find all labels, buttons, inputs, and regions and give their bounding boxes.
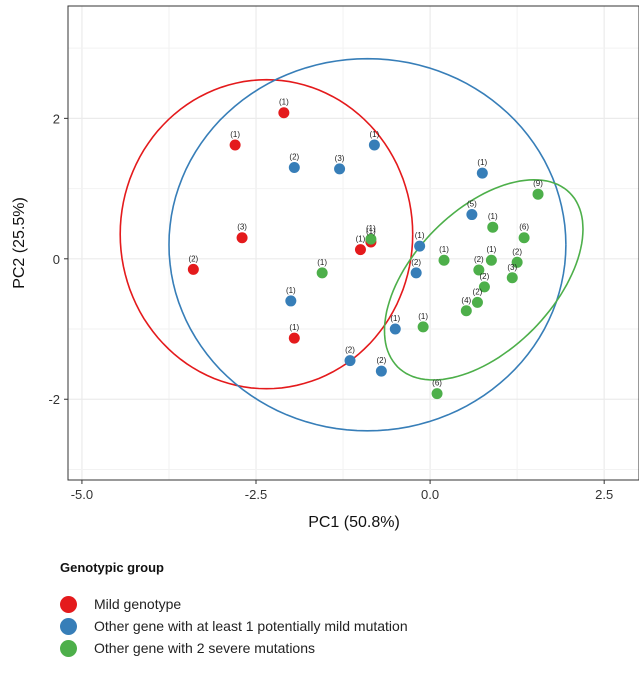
data-point-series-0 [288,332,300,344]
data-point-series-2 [473,264,485,276]
data-point-series-0 [187,263,199,275]
data-points [187,107,544,400]
data-point-count-label: (1) [286,286,296,295]
pca-scatter-chart: (1)(1)(3)(2)(1)(1)(1)(1)(2) (3)(1)(2)(1)(… [11,5,639,531]
data-point-series-0 [236,232,248,244]
data-point-count-label: (1) [415,231,425,240]
point-labels: (1)(1)(3)(2)(1)(1)(1)(1)(2) (3)(1)(2)(1)(… [188,98,543,388]
data-point-count-label: (1) [439,245,449,254]
data-point-count-label: (6) [519,223,529,232]
data-point-series-2 [460,305,472,317]
y-axis-title: PC2 (25.5%) [11,197,28,289]
data-point-count-label: (5) [467,200,477,209]
data-point-series-2 [431,388,443,400]
data-point-count-label: (1) [488,212,498,221]
x-axis-title: PC1 (50.8%) [308,514,400,531]
legend-label: Mild genotype [94,596,182,612]
data-point-count-label: (2) [289,153,299,162]
data-point-count-label: (1) [418,312,428,321]
data-point-count-label: (2) [512,247,522,256]
data-point-count-label: (1) [477,158,487,167]
data-point-count-label: (1) [486,245,496,254]
data-point-series-2 [506,272,518,284]
data-point-count-label: (2) [376,356,386,365]
data-point-series-1 [375,365,387,377]
data-point-series-2 [532,188,544,200]
legend-label: Other gene with at least 1 potentially m… [94,618,408,634]
data-point-series-2 [471,296,483,308]
x-tick-label: 0.0 [421,487,439,502]
plot-panel [68,6,639,480]
data-point-series-1 [288,162,300,174]
data-point-count-label: (1) [317,258,327,267]
data-point-series-0 [278,107,290,119]
data-point-count-label: (1) [289,323,299,332]
data-point-count-label: (1) [230,130,240,139]
legend-title: Genotypic group [60,560,164,575]
ellipse-e41a1c [119,78,414,390]
data-point-series-2 [487,221,499,233]
legend-item-severe-mutations: Other gene with 2 severe mutations [60,637,408,659]
data-point-count-label: (9) [533,179,543,188]
data-point-count-label: (2) [345,346,355,355]
data-point-count-label: (1) [390,314,400,323]
data-point-series-2 [365,233,377,245]
legend-swatch [60,617,77,635]
axis-ticks: -5.0 -2.5 0.0 2.5 -2 0 2 [48,111,613,502]
ellipse-377eb8 [168,57,567,432]
data-point-count-label: (6) [432,379,442,388]
data-point-count-label: (1) [366,224,376,233]
x-tick-label: -5.0 [71,487,93,502]
data-point-count-label: (1) [369,130,379,139]
data-point-series-2 [478,281,490,293]
data-point-count-label: (3) [237,223,247,232]
y-tick-label: 0 [53,252,60,267]
data-point-count-label: (2) [474,255,484,264]
data-point-series-1 [334,163,346,175]
data-point-count-label: (2) [188,254,198,263]
data-point-series-1 [285,295,297,307]
ellipse-4daf4a [383,178,584,381]
y-tick-label: 2 [53,111,60,126]
data-point-series-2 [316,267,328,279]
data-point-count-label: (3) [335,154,345,163]
data-point-count-label: (2) [480,272,490,281]
data-point-count-label: (1) [356,235,366,244]
legend: Genotypic group Mild genotype Other gene… [60,560,408,659]
data-point-series-1 [410,267,422,279]
data-point-series-2 [438,254,450,266]
data-point-series-1 [414,240,426,252]
x-tick-label: 2.5 [595,487,613,502]
data-point-count-label: (2) [473,287,483,296]
data-point-series-0 [354,244,366,256]
data-point-count-label: (3) [507,263,517,272]
legend-swatch [60,595,77,613]
x-tick-label: -2.5 [245,487,267,502]
legend-item-mild-genotype: Mild genotype [60,593,408,615]
data-point-series-0 [229,139,241,151]
data-point-series-2 [485,254,497,266]
legend-label: Other gene with 2 severe mutations [94,640,316,656]
plot-border [67,5,639,481]
legend-item-potentially-mild: Other gene with at least 1 potentially m… [60,615,408,637]
grid [68,6,639,480]
data-point-count-label: (1) [279,98,289,107]
data-point-series-1 [466,209,478,221]
y-tick-label: -2 [48,392,60,407]
legend-swatch [60,639,77,657]
data-point-series-1 [368,139,380,151]
data-point-series-2 [511,256,523,268]
data-point-series-1 [344,355,356,367]
data-point-series-1 [476,167,488,179]
confidence-ellipses [119,57,584,432]
data-point-count-label: (1) [366,227,376,236]
data-point-series-1 [389,323,401,335]
data-point-count-label: (2) [411,258,421,267]
data-point-series-2 [518,232,530,244]
data-point-count-label: (4) [461,296,471,305]
data-point-series-2 [417,321,429,333]
